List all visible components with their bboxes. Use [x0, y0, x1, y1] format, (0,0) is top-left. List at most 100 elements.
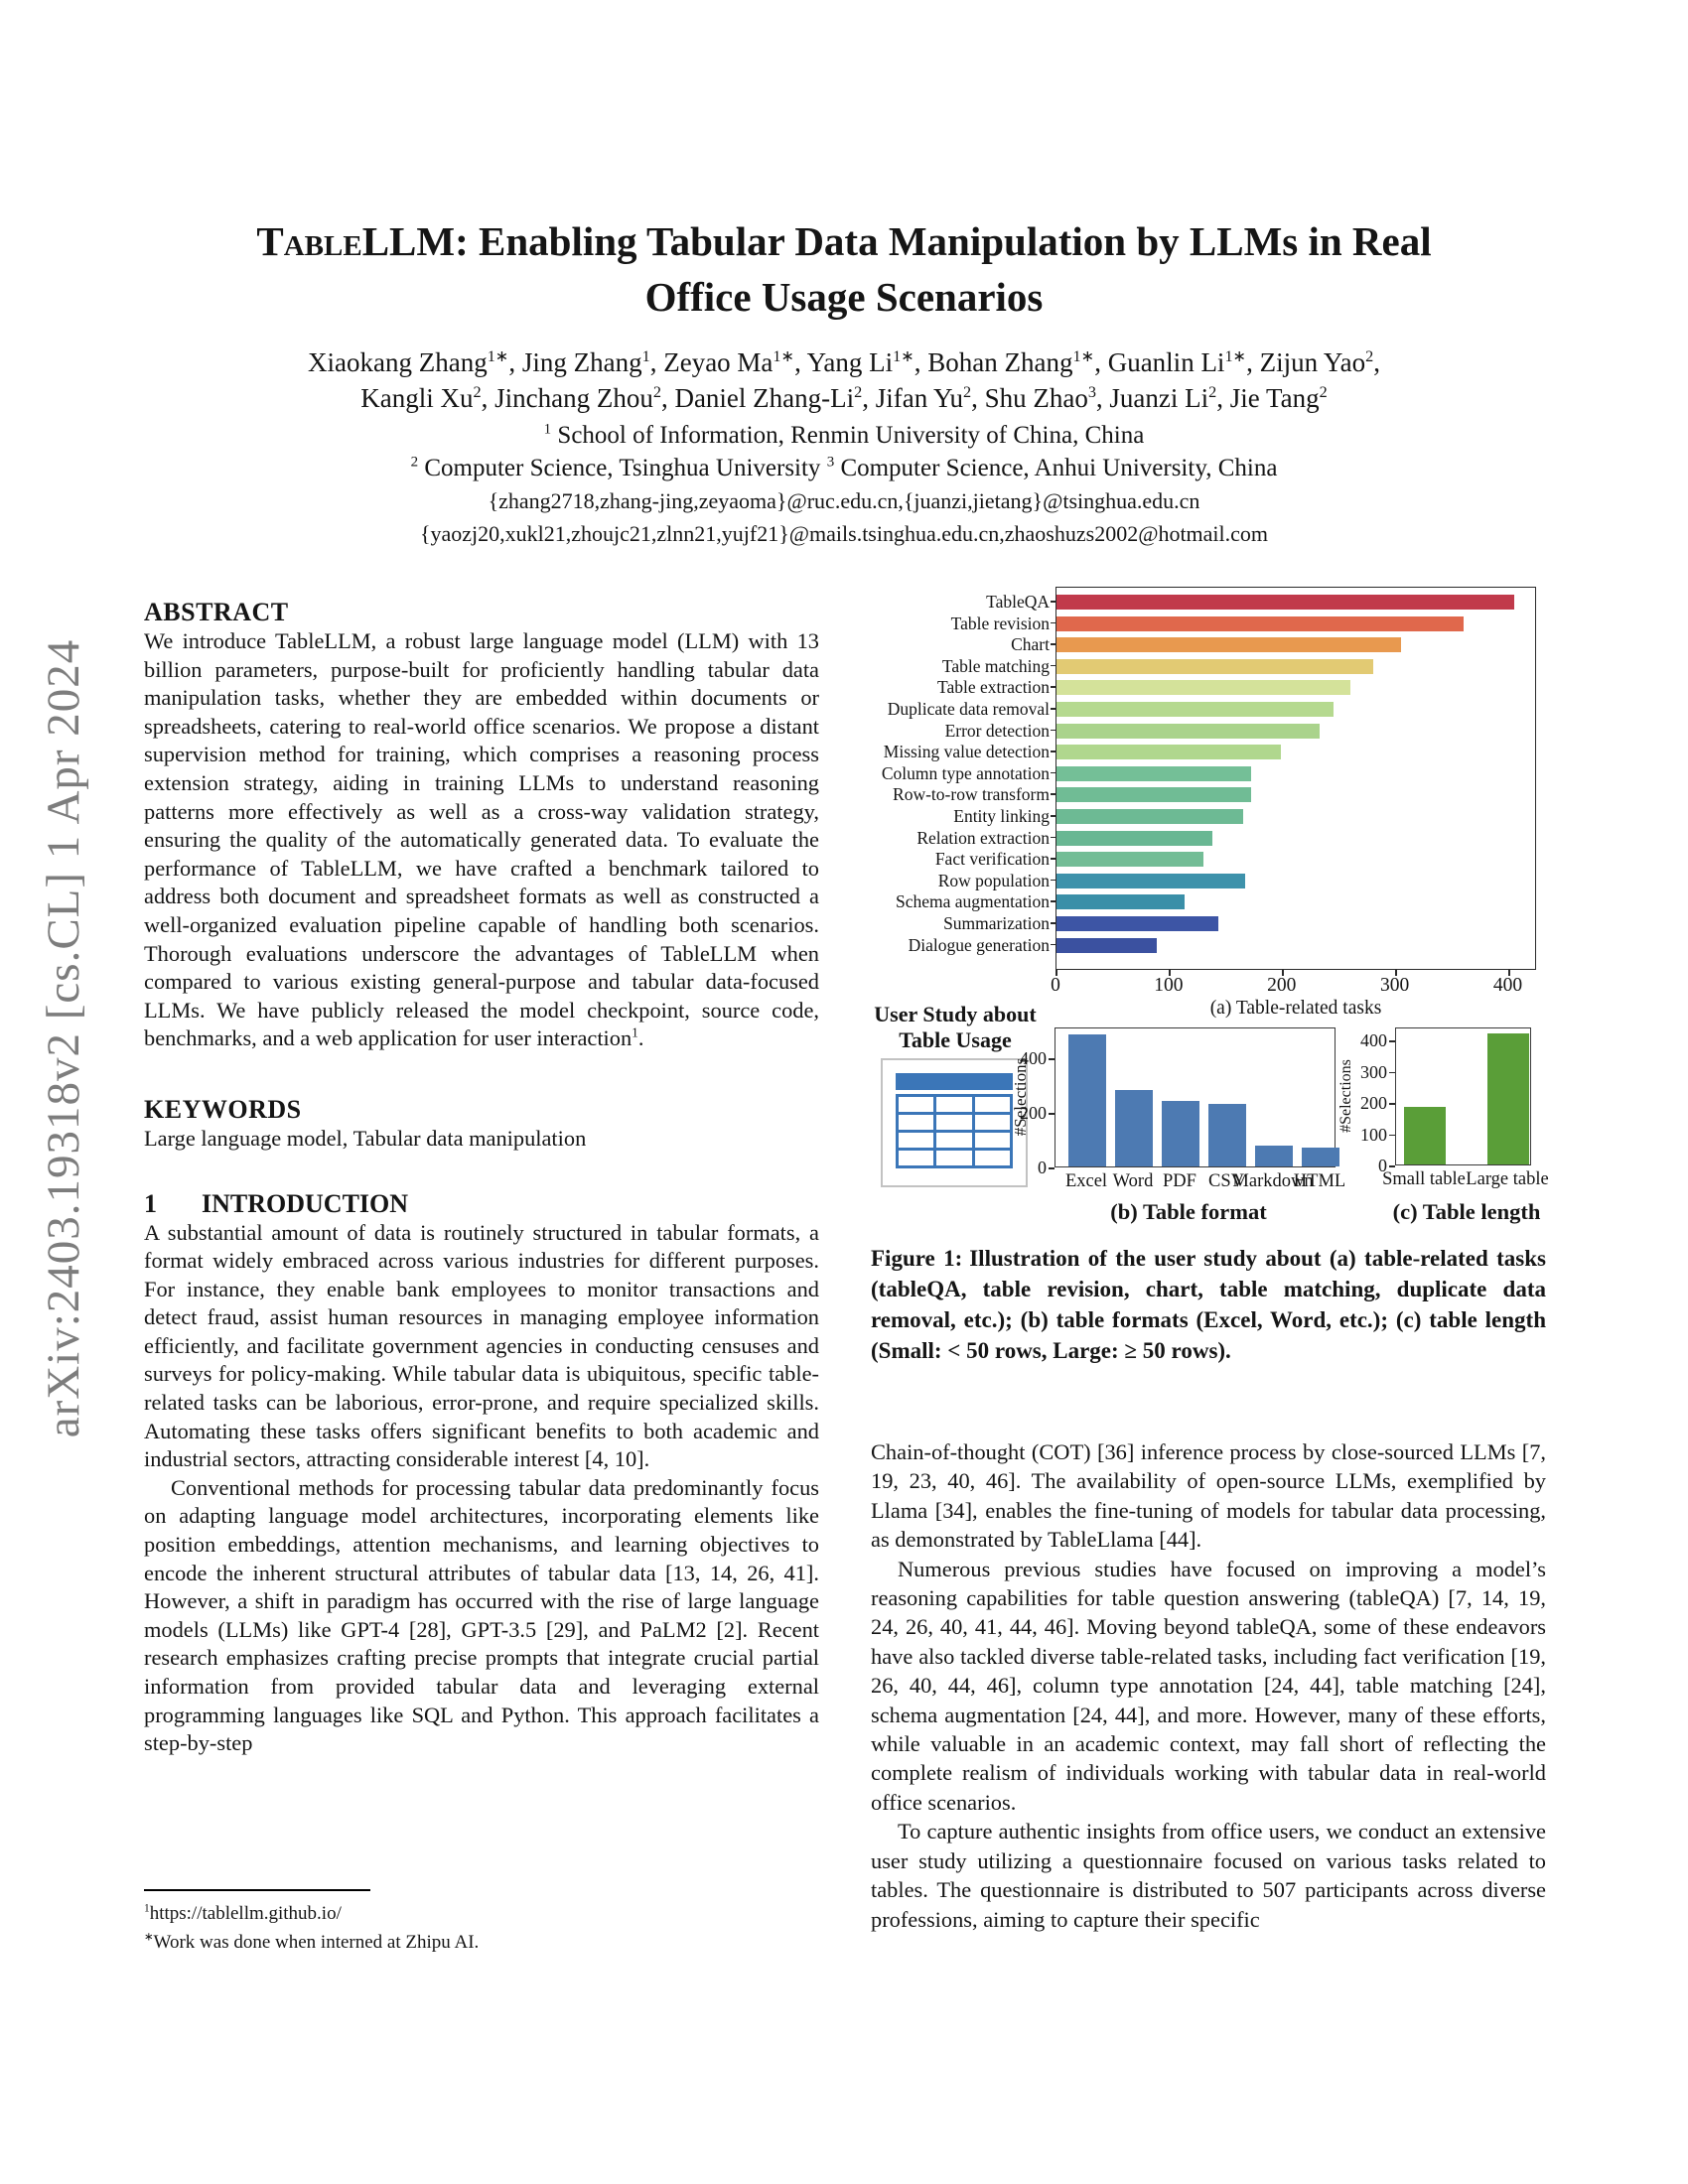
author-name: Shu Zhao	[984, 383, 1088, 413]
chart-a-ytick-mark	[1051, 900, 1055, 902]
author-list: Xiaokang Zhang1∗, Jing Zhang1, Zeyao Ma1…	[0, 344, 1688, 416]
chart-a-xtick-label: 300	[1379, 975, 1410, 996]
plotC-ytick-mark	[1389, 1071, 1395, 1073]
author-name: Zeyao Ma	[663, 347, 774, 377]
footnotes: 1https://tablellm.github.io/∗Work was do…	[144, 1889, 819, 1957]
bar-table-matching	[1056, 658, 1373, 674]
plotC-category-label: Large table	[1466, 1169, 1549, 1189]
plotB-category-label: Markdown	[1232, 1171, 1314, 1191]
plotC-ytick-label: 300	[1360, 1061, 1387, 1082]
chart-a-xtick-label: 400	[1492, 975, 1523, 996]
chart-a-ytick-mark	[1051, 771, 1055, 774]
plotB-ytick-mark	[1049, 1058, 1055, 1060]
table-icon-cell	[936, 1133, 972, 1148]
chart-a-category-label: Summarization	[943, 913, 1050, 933]
affiliation-text: School of Information, Renmin University…	[551, 422, 1145, 449]
affiliation-list: 1 School of Information, Renmin Universi…	[0, 419, 1688, 484]
chart-a-ytick-mark	[1051, 836, 1055, 839]
table-icon-cell	[974, 1151, 1010, 1165]
chart-a-category-label: Entity linking	[953, 806, 1050, 826]
chart-a-category-label: Column type annotation	[881, 762, 1050, 783]
table-icon-cell	[974, 1115, 1010, 1130]
chart-table-tasks	[1055, 587, 1536, 970]
chart-a-category-label: Duplicate data removal	[887, 699, 1050, 719]
author-affiliation-mark: 2	[652, 383, 661, 401]
bar-row-to-row-transform	[1056, 787, 1251, 803]
author-name: Xiaokang Zhang	[308, 347, 488, 377]
author-affiliation-mark: 2	[1208, 383, 1217, 401]
author-line-1: Xiaokang Zhang1∗, Jing Zhang1, Zeyao Ma1…	[308, 347, 1380, 377]
body-paragraph-3: To capture authentic insights from offic…	[871, 1819, 1546, 1932]
author-name: Guanlin Li	[1107, 347, 1225, 377]
email-line-2: {yaozj20,xukl21,zhoujc21,zlnn21,yujf21}@…	[419, 521, 1269, 546]
plotB-category-label: HTML	[1293, 1171, 1346, 1191]
author-affiliation-mark: 3	[1087, 383, 1096, 401]
section-number: 1	[144, 1188, 157, 1218]
affiliation-line-2: 2 Computer Science, Tsinghua University …	[0, 452, 1688, 484]
keywords-text: Large language model, Tabular data manip…	[144, 1125, 587, 1151]
chart-a-ytick-mark	[1051, 621, 1055, 624]
chart-table-format	[1055, 1027, 1339, 1167]
bar-column-type-annotation	[1056, 765, 1251, 781]
chart-a-category-label: Row-to-row transform	[893, 784, 1050, 805]
author-name: Jie Tang	[1229, 383, 1320, 413]
chart-a-ytick-mark	[1051, 922, 1055, 924]
plotC-ytick-mark	[1389, 1103, 1395, 1105]
table-icon-cell	[899, 1151, 934, 1165]
plotC-ytick-label: 400	[1360, 1030, 1387, 1050]
chart-a-xtick-label: 100	[1154, 975, 1184, 996]
user-study-label-line1: User Study about	[874, 1002, 1037, 1026]
title-smallcaps: Table	[256, 218, 362, 264]
chart-a-ytick-mark	[1051, 751, 1055, 752]
bar-error-detection	[1056, 723, 1321, 739]
footnote-1: 1https://tablellm.github.io/	[144, 1899, 819, 1928]
left-column: ABSTRACT We introduce TableLLM, a robust…	[144, 584, 819, 1758]
body-paragraph-2: Numerous previous studies have focused o…	[871, 1556, 1546, 1815]
chart-a-category-label: TableQA	[986, 592, 1050, 612]
chart-a-ytick-mark	[1051, 601, 1055, 603]
chart-a-xtick-label: 0	[1051, 975, 1060, 996]
abstract-footnote-ref: 1	[632, 1024, 638, 1040]
plotC-ytick-label: 200	[1360, 1093, 1387, 1113]
author-name: Kangli Xu	[360, 383, 474, 413]
footnote-marker: ∗	[144, 1931, 154, 1944]
bar-chart	[1056, 637, 1402, 653]
affiliation-number: 1	[543, 421, 552, 438]
author-affiliation-mark: 1∗	[893, 347, 914, 365]
keywords-heading: KEYWORDS	[144, 1094, 302, 1124]
chart-a-ytick-mark	[1051, 793, 1055, 795]
user-study-label: User Study about Table Usage	[871, 1002, 1040, 1053]
chart-a-category-label: Missing value detection	[883, 742, 1050, 762]
chart-a-ytick-mark	[1051, 729, 1055, 732]
footnote-link[interactable]: https://tablellm.github.io/	[149, 1903, 342, 1924]
chart-a-category-label: Row population	[937, 870, 1050, 890]
bar-summarization	[1056, 916, 1218, 931]
table-icon-cell	[899, 1097, 934, 1112]
chart-a-category-label: Error detection	[944, 720, 1050, 741]
author-affiliation-mark: 1∗	[1072, 347, 1095, 365]
affiliation-line-1: 1 School of Information, Renmin Universi…	[0, 419, 1688, 452]
paper-header: TableLLM: Enabling Tabular Data Manipula…	[0, 213, 1688, 550]
section-title: INTRODUCTION	[202, 1188, 409, 1218]
chart-a-category-label: Table revision	[950, 613, 1050, 633]
subcaption-a: (a) Table-related tasks	[1209, 998, 1382, 1019]
bar-csv	[1208, 1103, 1246, 1166]
author-name: Jifan Yu	[875, 383, 963, 413]
author-affiliation-mark: 2	[1319, 383, 1328, 401]
chart-a-xtick-mark	[1055, 970, 1057, 976]
bar-excel	[1068, 1033, 1106, 1166]
author-name: Jing Zhang	[521, 347, 642, 377]
bar-large-table	[1487, 1032, 1529, 1164]
author-name: Jinchang Zhou	[494, 383, 653, 413]
plotB-category-label: PDF	[1163, 1171, 1196, 1191]
author-name: Daniel Zhang-Li	[674, 383, 855, 413]
subcaption-c: (c) Table length	[1392, 1199, 1541, 1224]
right-column: (a) Table-related tasks User Study about…	[871, 584, 1549, 2184]
footnote-items: 1https://tablellm.github.io/∗Work was do…	[144, 1899, 819, 1957]
plotB-ytick-mark	[1049, 1167, 1055, 1169]
bar-missing-value-detection	[1056, 745, 1281, 760]
title-line-2: Office Usage Scenarios	[644, 274, 1044, 320]
plotB-category-label: Excel	[1064, 1171, 1108, 1191]
affiliation-number: 3	[826, 454, 835, 471]
bar-row-population	[1056, 873, 1246, 888]
